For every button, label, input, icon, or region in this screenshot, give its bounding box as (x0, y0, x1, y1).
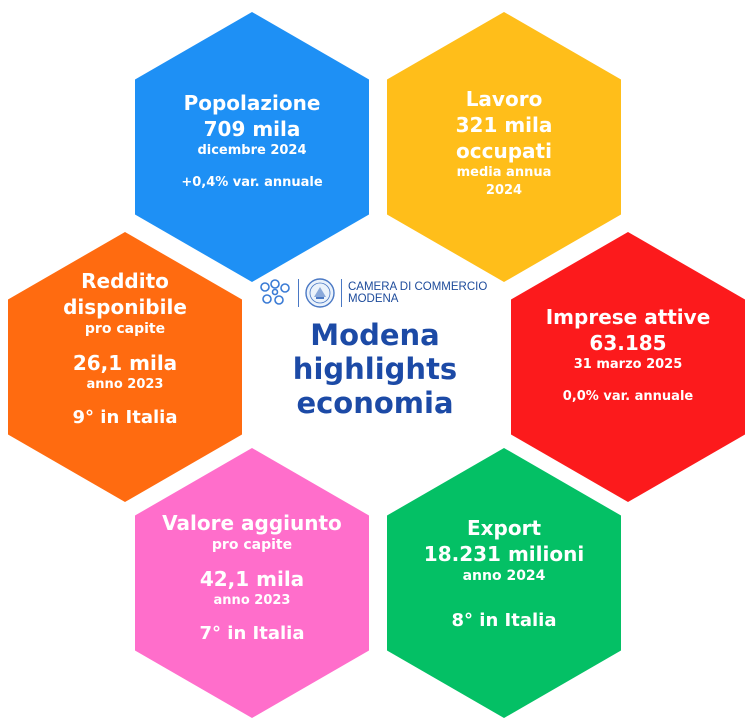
lavoro-note: media annua (456, 165, 552, 180)
logo-text: CAMERA DI COMMERCIO MODENA (348, 281, 487, 305)
lavoro-year: 2024 (485, 183, 523, 198)
reddito-year: anno 2023 (86, 377, 164, 392)
title-line-2: highlights (292, 352, 458, 386)
hex-valore-aggiunto (135, 448, 369, 718)
title-line-1: Modena (310, 318, 440, 352)
lavoro-value-unit: occupati (456, 139, 552, 163)
valore-title: Valore aggiunto (162, 511, 342, 535)
valore-value: 42,1 mila (199, 567, 305, 591)
valore-rank: 7° in Italia (199, 623, 305, 644)
hex-export (387, 448, 621, 718)
network-dots-icon (260, 279, 290, 305)
seal-icon (305, 278, 335, 308)
hex-imprese (511, 232, 745, 502)
popolazione-title: Popolazione (183, 91, 321, 115)
hex-popolazione (135, 12, 369, 282)
lavoro-title: Lavoro (465, 87, 543, 111)
imprese-title: Imprese attive (545, 305, 711, 329)
valore-sub: pro capite (211, 537, 293, 553)
valore-year: anno 2023 (213, 593, 291, 608)
reddito-title: Reddito (81, 269, 169, 293)
reddito-block: Reddito disponibile pro capite 26,1 mila… (8, 268, 242, 430)
imprese-change: 0,0% var. annuale (562, 389, 694, 404)
export-value: 18.231 milioni (423, 542, 585, 566)
export-rank: 8° in Italia (451, 610, 557, 631)
export-year: anno 2024 (462, 568, 546, 584)
logo-line-1: CAMERA DI COMMERCIO (348, 281, 488, 293)
imprese-value: 63.185 (589, 331, 667, 355)
popolazione-value: 709 mila (203, 117, 301, 141)
lavoro-value: 321 mila (455, 113, 553, 137)
logo-line-2: MODENA (348, 293, 399, 305)
reddito-title-2: disponibile (63, 295, 187, 319)
reddito-rank: 9° in Italia (72, 407, 178, 428)
logo-divider-2 (341, 279, 342, 307)
imprese-date: 31 marzo 2025 (573, 357, 683, 372)
popolazione-date: dicembre 2024 (197, 143, 307, 158)
popolazione-block: Popolazione 709 mila dicembre 2024 +0,4%… (135, 90, 369, 192)
page-title: Modena highlights economia (260, 318, 490, 420)
imprese-block: Imprese attive 63.185 31 marzo 2025 0,0%… (511, 304, 745, 406)
lavoro-block: Lavoro 321 mila occupati media annua 202… (387, 86, 621, 200)
valore-block: Valore aggiunto pro capite 42,1 mila ann… (135, 510, 369, 646)
hex-reddito (8, 232, 242, 502)
logo-divider (298, 279, 299, 307)
reddito-value: 26,1 mila (72, 351, 178, 375)
camera-commercio-logo: CAMERA DI COMMERCIO MODENA (258, 278, 487, 308)
hex-lavoro (387, 12, 621, 282)
title-line-3: economia (296, 386, 454, 420)
export-block: Export 18.231 milioni anno 2024 8° in It… (387, 515, 621, 633)
popolazione-change: +0,4% var. annuale (181, 175, 323, 190)
reddito-sub: pro capite (84, 321, 166, 337)
export-title: Export (466, 516, 542, 540)
